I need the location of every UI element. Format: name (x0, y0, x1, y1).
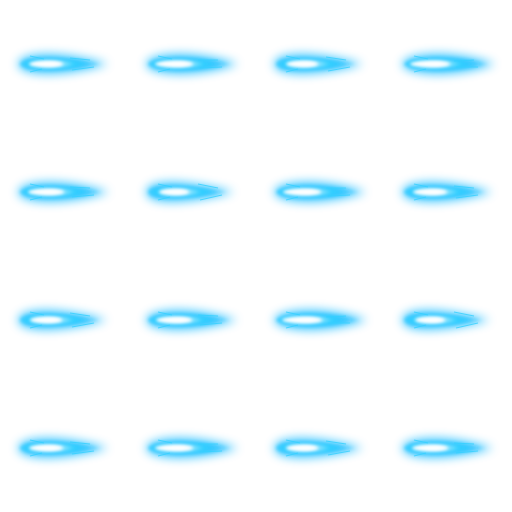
blast-spark (285, 311, 350, 329)
blast-core (283, 188, 321, 196)
blast-core (29, 60, 63, 68)
blast-frame-1 (0, 0, 128, 128)
blue-energy-blast-icon (146, 54, 238, 74)
blast-core (410, 60, 450, 68)
blast-frame-13 (0, 384, 128, 512)
blast-core (286, 444, 318, 452)
blast-core (415, 316, 445, 324)
blast-frame-12 (384, 256, 512, 384)
blast-spark (157, 311, 223, 329)
blue-energy-blast-icon (18, 182, 109, 202)
blast-spark (413, 439, 479, 457)
blue-energy-blast-icon (146, 310, 237, 330)
blast-frame-15 (256, 384, 384, 512)
blast-frame-16 (384, 384, 512, 512)
blast-frame-10 (128, 256, 256, 384)
blast-core (282, 316, 322, 324)
blue-energy-blast-icon (402, 54, 495, 74)
blast-core (29, 444, 63, 452)
blast-frame-3 (256, 0, 384, 128)
blast-frame-9 (0, 256, 128, 384)
blue-energy-blast-icon (274, 54, 363, 74)
blue-energy-blast-icon (402, 438, 493, 458)
blast-frame-8 (384, 128, 512, 256)
blue-energy-blast-icon (274, 438, 363, 458)
blue-energy-blast-icon (18, 310, 107, 330)
blue-energy-blast-icon (402, 182, 492, 202)
blast-core (28, 188, 64, 196)
blue-energy-blast-icon (18, 438, 108, 458)
blast-frame-6 (128, 128, 256, 256)
blast-core (155, 444, 193, 452)
blast-core (30, 316, 62, 324)
blue-energy-blast-icon (18, 54, 108, 74)
blast-frame-4 (384, 0, 512, 128)
blast-spark (157, 183, 223, 201)
blast-core (412, 444, 448, 452)
blast-core (155, 60, 193, 68)
blast-frame-14 (128, 384, 256, 512)
blast-spark (413, 311, 479, 329)
blast-spark (29, 183, 95, 201)
blast-core (156, 316, 192, 324)
blast-frame-7 (256, 128, 384, 256)
blast-core (286, 60, 318, 68)
blast-core (159, 188, 189, 196)
blast-spark (29, 55, 95, 73)
blast-spark (29, 311, 95, 329)
blast-core (413, 188, 447, 196)
blast-spark (285, 183, 351, 201)
blue-energy-blast-icon (274, 182, 366, 202)
blue-energy-blast-icon (146, 182, 234, 202)
blast-frame-5 (0, 128, 128, 256)
blast-frame-2 (128, 0, 256, 128)
blast-spark (29, 439, 95, 457)
blue-energy-blast-icon (146, 438, 238, 458)
blast-spark (157, 55, 223, 73)
blast-frame-11 (256, 256, 384, 384)
blast-spark (413, 55, 478, 73)
blue-energy-blast-icon (274, 310, 367, 330)
blast-spark (413, 183, 479, 201)
blue-energy-blast-icon (402, 310, 490, 330)
blast-spark (157, 439, 223, 457)
blast-spark (285, 439, 351, 457)
blast-spark (285, 55, 351, 73)
